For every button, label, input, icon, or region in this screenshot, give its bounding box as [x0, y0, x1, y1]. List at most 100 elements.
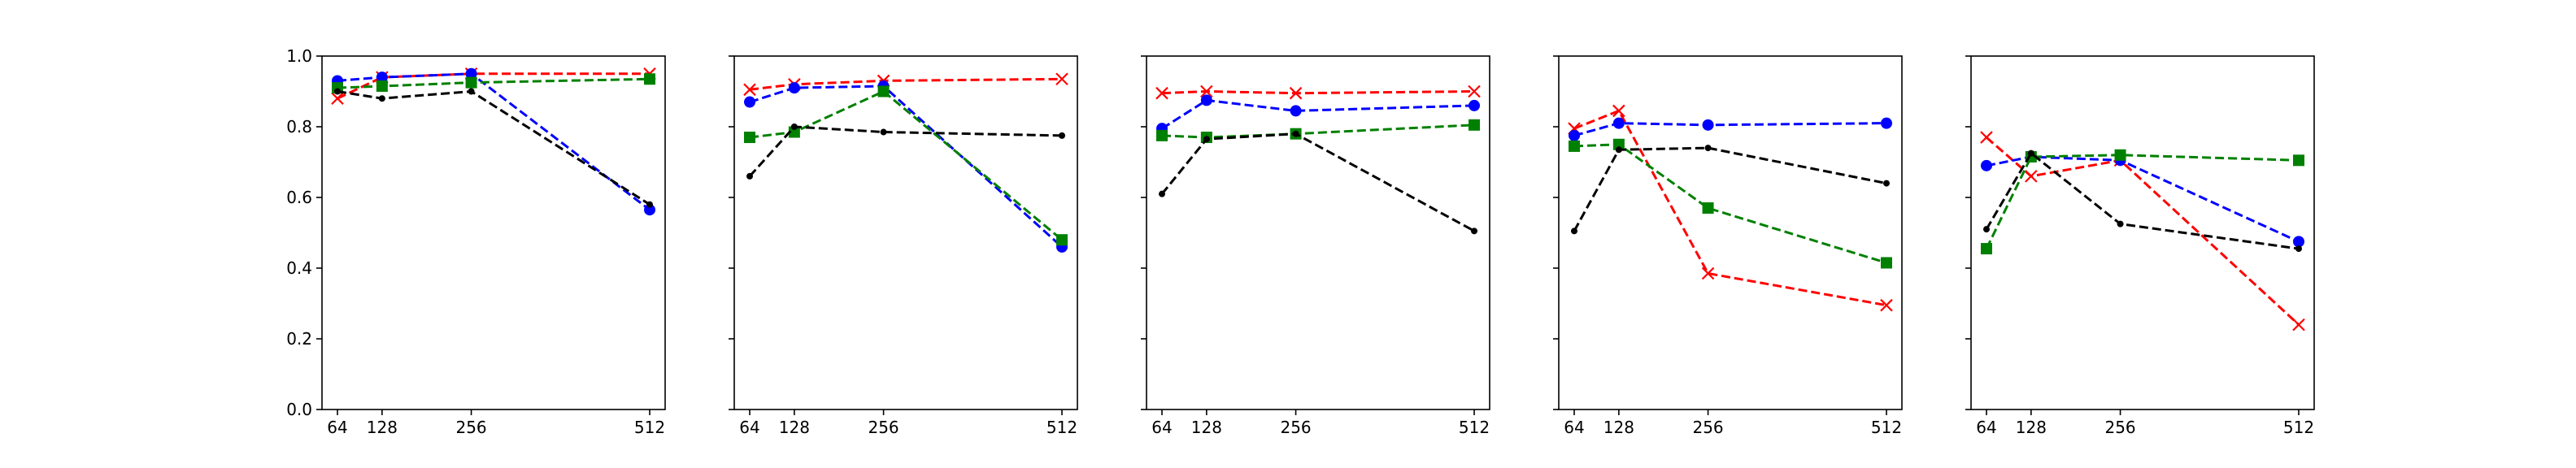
series-line: [337, 72, 651, 211]
series-4: [334, 88, 653, 208]
data-point: [1571, 228, 1577, 235]
x-tick-label: 256: [1692, 418, 1723, 437]
data-point: [334, 88, 341, 95]
data-point: [1702, 202, 1714, 214]
data-point: [1612, 138, 1625, 150]
axes-frame: [733, 55, 1078, 410]
data-point: [1980, 131, 1993, 144]
axes-frame: [321, 55, 666, 410]
series-4: [746, 124, 1065, 180]
data-point: [1200, 94, 1212, 106]
data-point: [1615, 146, 1622, 154]
data-point: [790, 124, 798, 130]
data-point: [465, 76, 477, 89]
data-point: [2293, 154, 2304, 167]
y-tick-label: 0.4: [286, 258, 312, 278]
data-point: [1055, 72, 1068, 86]
x-tick-label: 128: [1603, 418, 1634, 437]
series-2: [744, 80, 1068, 253]
data-point: [2117, 220, 2124, 228]
series-line: [1161, 89, 1475, 95]
data-point: [744, 132, 755, 144]
panel-5: 64 128 256 512: [1965, 55, 2315, 437]
y-tick-label: 0.6: [286, 188, 312, 207]
series-line: [1161, 98, 1475, 130]
series-line: [749, 84, 1064, 249]
series-4: [1571, 145, 1890, 235]
axes-frame: [1146, 55, 1490, 410]
series-line: [749, 77, 1063, 91]
axes-frame: [1970, 55, 2315, 410]
data-point: [2025, 170, 2038, 183]
series-line: [1986, 136, 2300, 326]
series-4: [1159, 130, 1477, 235]
series-2: [1569, 117, 1892, 141]
data-point: [1881, 117, 1892, 129]
series-4: [1983, 150, 2302, 253]
x-tick-label: 256: [455, 418, 486, 437]
y-tick-label: 0.8: [286, 117, 312, 136]
data-point: [1880, 298, 1893, 312]
data-point: [644, 73, 655, 85]
data-point: [2292, 318, 2305, 332]
x-tick-label: 64: [739, 418, 759, 437]
data-point: [1701, 266, 1715, 280]
x-tick-label: 128: [2016, 418, 2047, 437]
data-point: [1983, 226, 1990, 233]
series-3: [744, 85, 1068, 246]
data-point: [376, 80, 388, 92]
series-line: [337, 72, 650, 100]
series-line: [748, 125, 1063, 177]
series-line: [1573, 146, 1887, 232]
data-point: [644, 204, 655, 216]
panel-4: 64 128 256 512: [1553, 55, 1903, 437]
data-point: [1200, 84, 1213, 98]
data-point: [646, 201, 653, 208]
data-point: [1704, 145, 1712, 152]
x-tick-label: 128: [1191, 418, 1222, 437]
series-line: [337, 77, 651, 89]
x-tick-label: 512: [2283, 418, 2314, 437]
series-line: [337, 89, 651, 206]
x-tick-label: 64: [1976, 418, 1996, 437]
series-line: [1160, 132, 1475, 232]
x-tick-label: 64: [1564, 418, 1584, 437]
data-point: [1612, 104, 1625, 118]
x-tick-label: 128: [779, 418, 810, 437]
data-point: [376, 72, 388, 84]
data-point: [1569, 140, 1580, 152]
series-1: [1980, 131, 2305, 332]
series-1: [1568, 104, 1893, 312]
data-point: [746, 172, 753, 180]
data-point: [1469, 99, 1480, 111]
series-2: [1981, 150, 2304, 248]
data-point: [1471, 228, 1477, 235]
series-line: [1573, 122, 1887, 137]
data-point: [2114, 149, 2126, 161]
series-line: [1161, 124, 1475, 139]
data-point: [2293, 236, 2304, 248]
series-line: [1986, 155, 2300, 243]
series-line: [749, 89, 1063, 241]
axes-frame: [1558, 55, 1903, 410]
data-point: [1883, 180, 1890, 187]
series-line: [1985, 151, 2300, 250]
panel-3: 64 128 256 512: [1141, 55, 1490, 437]
series-3: [1981, 149, 2304, 255]
data-point: [1159, 190, 1165, 197]
data-point: [744, 96, 755, 108]
data-point: [880, 128, 887, 136]
data-point: [2295, 245, 2302, 253]
data-point: [788, 126, 800, 138]
data-point: [1059, 132, 1065, 139]
data-point: [1981, 243, 1992, 255]
x-tick-label: 128: [367, 418, 398, 437]
x-tick-label: 512: [1871, 418, 1902, 437]
data-point: [1468, 84, 1481, 98]
y-tick-label: 0.0: [286, 400, 312, 419]
data-point: [1289, 86, 1303, 100]
data-point: [743, 83, 756, 97]
panel-1: 64 128 256 512 0.0 0.2 0.4 0.6 0.8 1.0: [286, 46, 666, 437]
data-point: [1292, 130, 1299, 137]
